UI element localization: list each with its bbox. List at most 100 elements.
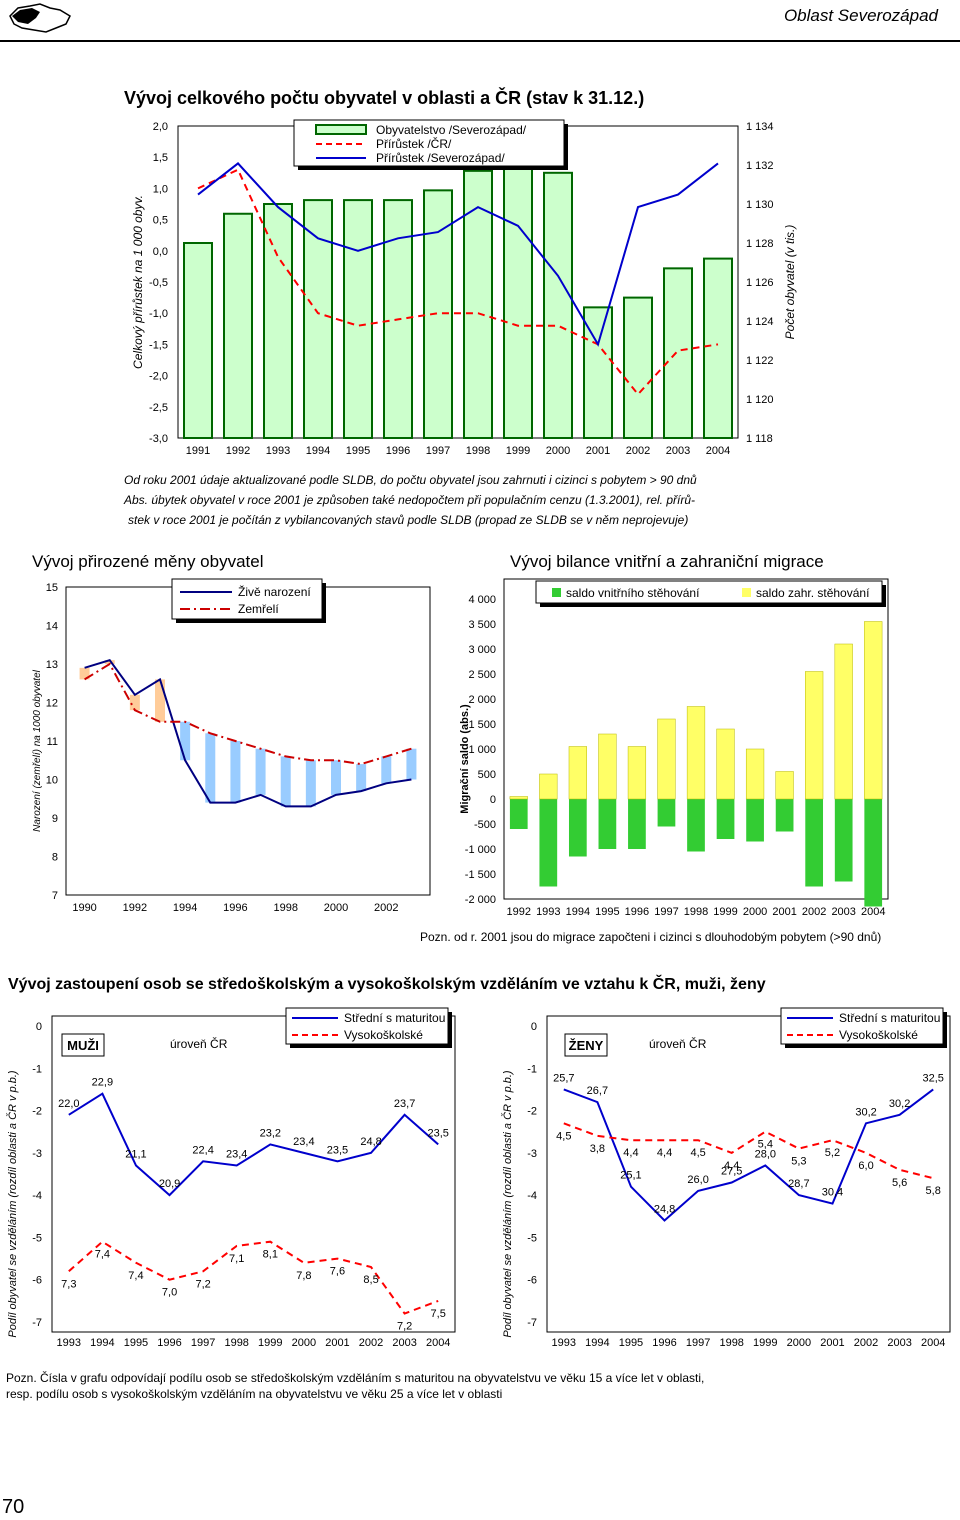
gap-bar: [104, 660, 115, 664]
bar-internal: [657, 799, 676, 827]
y-tick: -7: [527, 1317, 537, 1329]
x-tick: 2001: [586, 445, 610, 457]
y-axis-label-right: Počet obyvatel (v tis.): [783, 225, 797, 340]
y-tick-right: 1 126: [746, 277, 774, 289]
y-tick-right: 1 134: [746, 121, 774, 133]
bar-internal: [539, 799, 558, 887]
legend-label: Střední s maturitou: [839, 1011, 940, 1025]
y-tick-right: 1 118: [746, 433, 773, 445]
y-tick: -7: [32, 1317, 42, 1329]
y-tick-left: -1,5: [149, 339, 168, 351]
chart-natural-title: Vývoj přirozené měny obyvatel: [32, 552, 264, 571]
x-tick: 2003: [392, 1337, 416, 1349]
y-tick-left: 0,5: [153, 215, 168, 227]
migration-note: Pozn. od r. 2001 jsou do migrace započte…: [420, 930, 882, 944]
page-number: 70: [2, 1496, 25, 1518]
legend-label: Živě narození: [238, 584, 311, 599]
data-label-secondary: 24,8: [654, 1204, 675, 1216]
x-tick: 1997: [654, 906, 678, 918]
line-university: [68, 1240, 439, 1315]
data-label-university: 7,6: [330, 1266, 345, 1278]
data-label-secondary: 24,8: [360, 1136, 381, 1148]
chart-migration-title: Vývoj bilance vnitřní a zahraniční migra…: [510, 552, 824, 571]
bar-internal: [716, 799, 735, 839]
line-region: [197, 162, 719, 347]
bar-population: [663, 267, 693, 439]
x-tick: 2000: [546, 445, 570, 457]
gap-bar: [79, 667, 90, 680]
data-label-university: 7,4: [95, 1249, 110, 1261]
legend-swatch-internal: [552, 588, 561, 597]
data-label-university: 7,2: [397, 1321, 412, 1333]
y-tick: -500: [474, 819, 496, 831]
y-tick: -5: [32, 1232, 42, 1244]
x-tick: 2001: [772, 906, 796, 918]
x-tick: 1995: [346, 445, 370, 457]
bar-population: [543, 171, 573, 440]
panel-label-box: [61, 1033, 105, 1057]
data-label-secondary: 23,5: [327, 1144, 348, 1156]
bar-foreign: [775, 771, 794, 800]
legend-label: Vysokoškolské: [839, 1028, 918, 1042]
y-tick: -1 000: [465, 844, 496, 856]
legend-label: saldo vnitřního stěhování: [566, 586, 700, 600]
x-tick: 1993: [57, 1337, 81, 1349]
plot-area: [51, 1015, 456, 1333]
legend-label: Střední s maturitou: [344, 1011, 445, 1025]
bar-foreign: [805, 671, 824, 800]
y-tick: 9: [52, 813, 58, 825]
line-university: [563, 1122, 934, 1180]
data-label-secondary: 30,2: [855, 1106, 876, 1118]
bar-population: [343, 199, 373, 439]
bar-foreign: [657, 718, 676, 800]
data-label-secondary: 28,0: [755, 1149, 776, 1161]
legend-box: [285, 1007, 449, 1045]
data-label-university: 8,5: [363, 1274, 378, 1286]
legend-box: [171, 578, 323, 620]
bar-population: [703, 257, 733, 439]
bar-internal: [509, 799, 528, 829]
y-tick: -3: [32, 1148, 42, 1160]
bar-internal: [628, 799, 646, 849]
x-tick: 1994: [90, 1337, 114, 1349]
bar-foreign: [598, 733, 617, 800]
x-tick: 1998: [273, 902, 297, 914]
x-tick: 1992: [123, 902, 147, 914]
x-tick: 1993: [552, 1337, 576, 1349]
legend-label: Přírůstek /ČR/: [376, 136, 452, 151]
x-tick: 1993: [536, 906, 560, 918]
y-tick: 1 000: [468, 744, 496, 756]
x-tick: 2003: [666, 445, 690, 457]
edu-note: Pozn. Čísla v grafu odpovídají podílu os…: [6, 1370, 704, 1402]
y-tick: 14: [46, 621, 58, 633]
bar-population: [503, 164, 533, 439]
data-label-secondary: 23,2: [260, 1127, 281, 1139]
page-header-title: Oblast Severozápad: [783, 6, 938, 25]
gap-bar: [381, 756, 392, 784]
plot-area: [65, 586, 431, 896]
panel-label: ŽENY: [569, 1038, 604, 1053]
bar-population: [463, 169, 493, 439]
x-tick: 1991: [186, 445, 210, 457]
note-line: stek v roce 2001 je počítán z vybilancov…: [128, 513, 689, 527]
sublabel: úroveň ČR: [170, 1036, 228, 1051]
y-tick-right: 1 128: [746, 238, 774, 250]
y-tick: -4: [32, 1190, 42, 1202]
x-tick: 2000: [743, 906, 767, 918]
gap-bar: [155, 679, 165, 722]
y-tick-left: -1,0: [149, 308, 168, 320]
y-tick-right: 1 120: [746, 394, 774, 406]
y-tick: 0: [531, 1021, 537, 1033]
data-label-university: 7,3: [61, 1278, 76, 1290]
line-births: [84, 659, 412, 808]
data-label-secondary: 22,4: [192, 1144, 213, 1156]
chart-edu-title: Vývoj zastoupení osob se středoškolským …: [8, 976, 766, 993]
data-label-university: 7,0: [162, 1287, 177, 1299]
data-label-secondary: 25,7: [553, 1072, 574, 1084]
line-secondary: [563, 1088, 934, 1222]
y-tick: -4: [527, 1190, 537, 1202]
bar-foreign: [716, 728, 735, 800]
y-tick-right: 1 132: [746, 160, 774, 172]
x-tick: 1992: [226, 445, 250, 457]
legend-swatch-bar: [315, 124, 367, 135]
